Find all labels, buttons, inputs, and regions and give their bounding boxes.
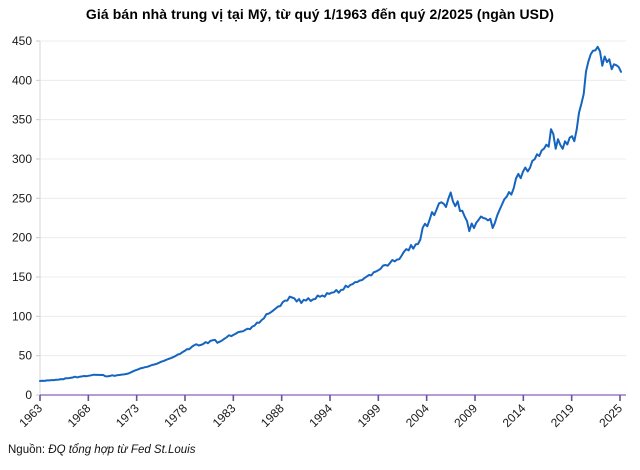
x-tick-label: 1973 bbox=[113, 401, 142, 430]
source-text: ĐQ tổng hợp từ Fed St.Louis bbox=[48, 444, 196, 456]
x-tick-label: 1994 bbox=[306, 401, 335, 430]
x-tick-label: 2009 bbox=[451, 401, 480, 430]
y-tick-label: 100 bbox=[12, 309, 32, 323]
x-tick-label: 1968 bbox=[65, 401, 94, 430]
x-tick-label: 1999 bbox=[355, 401, 384, 430]
x-tick-label: 1983 bbox=[210, 401, 239, 430]
x-tick-label: 1963 bbox=[16, 401, 45, 430]
source-note: Nguồn: ĐQ tổng hợp từ Fed St.Louis bbox=[8, 444, 196, 456]
y-tick-label: 200 bbox=[12, 231, 32, 245]
x-tick-label: 2014 bbox=[500, 401, 529, 430]
x-tick-label: 2004 bbox=[403, 401, 432, 430]
chart-title: Giá bán nhà trung vị tại Mỹ, từ quý 1/19… bbox=[85, 6, 555, 22]
y-tick-label: 250 bbox=[12, 191, 32, 205]
x-tick-label: 2025 bbox=[596, 401, 625, 430]
y-tick-label: 450 bbox=[12, 34, 32, 48]
y-tick-label: 0 bbox=[25, 388, 32, 402]
y-tick-label: 300 bbox=[12, 152, 32, 166]
x-tick-label: 1988 bbox=[258, 401, 287, 430]
source-prefix: Nguồn: bbox=[8, 444, 49, 456]
x-tick-label: 2019 bbox=[548, 401, 577, 430]
y-tick-label: 400 bbox=[12, 73, 32, 87]
y-tick-label: 50 bbox=[19, 349, 33, 363]
y-tick-label: 150 bbox=[12, 270, 32, 284]
y-tick-label: 350 bbox=[12, 113, 32, 127]
price-line bbox=[39, 45, 622, 382]
x-tick-label: 1978 bbox=[161, 401, 190, 430]
